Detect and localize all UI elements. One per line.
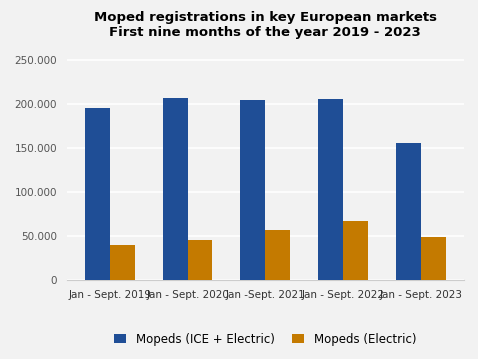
Bar xyxy=(265,230,290,280)
Bar xyxy=(318,99,343,280)
Bar xyxy=(343,221,368,280)
Title: Moped registrations in key European markets
First nine months of the year 2019 -: Moped registrations in key European mark… xyxy=(94,10,437,38)
Bar xyxy=(187,239,212,280)
Bar xyxy=(110,245,135,280)
Bar xyxy=(240,99,265,280)
Bar xyxy=(396,143,421,280)
Legend: Mopeds (ICE + Electric), Mopeds (Electric): Mopeds (ICE + Electric), Mopeds (Electri… xyxy=(110,328,421,350)
Bar xyxy=(421,237,445,280)
Bar xyxy=(85,108,110,280)
Bar xyxy=(163,98,187,280)
